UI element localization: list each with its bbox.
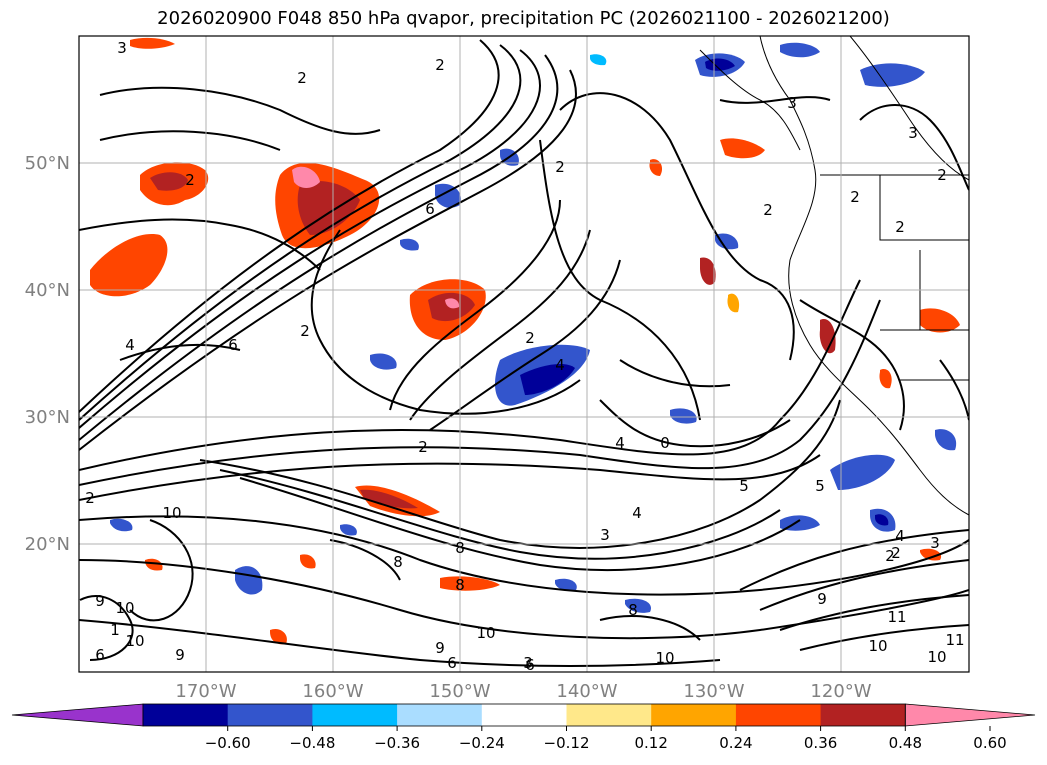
contour-label: 0 — [660, 434, 670, 452]
colorbar-segment — [143, 704, 229, 726]
contour-label: 3 — [787, 94, 797, 112]
colorbar-tick-label: 0.12 — [634, 734, 667, 752]
lat-label-50n: 50°N — [25, 153, 70, 174]
lat-label-20n: 20°N — [25, 534, 70, 555]
contour-label: 4 — [895, 527, 905, 545]
colorbar-tick-label: −0.48 — [289, 734, 335, 752]
contour-label: 10 — [476, 624, 495, 642]
contour-label: 2 — [85, 489, 95, 507]
colorbar-tick-label: 0.36 — [804, 734, 837, 752]
colorbar-segment — [227, 704, 313, 726]
contour-label: 4 — [632, 504, 642, 522]
colorbar-extend-min — [11, 703, 144, 727]
colorbar-tick-label: −0.12 — [544, 734, 590, 752]
precip-positive-fills — [90, 37, 960, 645]
contour-label: 10 — [655, 649, 674, 667]
colorbar-tick-label: −0.60 — [205, 734, 251, 752]
colorbar: −0.60 −0.48 −0.36 −0.24 −0.12 0.12 0.24 0.36 0.4… — [11, 703, 1036, 752]
lon-label-120w: 120°W — [810, 681, 871, 702]
contour-label: 10 — [927, 648, 946, 666]
contour-label: 9 — [435, 639, 445, 657]
colorbar-segment — [481, 704, 567, 726]
colorbar-tick-label: 0.60 — [973, 734, 1006, 752]
contour-label: 9 — [817, 590, 827, 608]
contour-label: 3 — [930, 534, 940, 552]
contour-label: 3 — [523, 654, 533, 672]
lon-label-170w: 170°W — [175, 681, 236, 702]
colorbar-outline — [142, 703, 906, 727]
contour-label: 3 — [117, 39, 127, 57]
contour-label: 11 — [945, 631, 964, 649]
contour-label: 2 — [297, 69, 307, 87]
contour-label: 2 — [418, 438, 428, 456]
contour-label: 2 — [525, 329, 535, 347]
contour-label: 9 — [95, 592, 105, 610]
contour-label: 10 — [868, 637, 887, 655]
longitude-labels: 170°W 160°W 150°W 140°W 130°W 120°W — [175, 681, 871, 702]
contour-label: 2 — [895, 218, 905, 236]
contour-label: 3 — [908, 124, 918, 142]
contour-label: 5 — [815, 477, 825, 495]
colorbar-segment — [397, 704, 483, 726]
contour-label: 8 — [628, 601, 638, 619]
contour-label: 3 — [600, 526, 610, 544]
lon-label-150w: 150°W — [429, 681, 490, 702]
colorbar-segment — [820, 704, 906, 726]
colorbar-extend-max — [904, 703, 1036, 727]
contour-label: 2 — [185, 171, 195, 189]
contour-label: 6 — [447, 654, 457, 672]
colorbar-segment — [651, 704, 737, 726]
colorbar-tick-label: −0.24 — [459, 734, 505, 752]
contour-label: 2 — [885, 547, 895, 565]
contour-label: 10 — [115, 599, 134, 617]
colorbar-tick-label: 0.24 — [719, 734, 752, 752]
latitude-labels: 50°N 40°N 30°N 20°N — [25, 153, 70, 555]
colorbar-segment — [312, 704, 398, 726]
contour-label: 2 — [435, 56, 445, 74]
lat-label-40n: 40°N — [25, 280, 70, 301]
contour-label: 8 — [455, 576, 465, 594]
contour-label: 4 — [125, 336, 135, 354]
map-title: 2026020900 F048 850 hPa qvapor, precipit… — [157, 8, 890, 29]
map-frame — [78, 35, 970, 673]
colorbar-tick-label: 0.48 — [889, 734, 922, 752]
contour-label: 6 — [525, 656, 535, 674]
qvapor-contours — [79, 39, 969, 667]
contour-label: 6 — [425, 200, 435, 218]
contour-label: 6 — [95, 646, 105, 664]
contour-label: 6 — [228, 336, 238, 354]
colorbar-tick-label: −0.36 — [374, 734, 420, 752]
lat-label-30n: 30°N — [25, 407, 70, 428]
contour-label: 10 — [162, 504, 181, 522]
contour-label: 2 — [850, 188, 860, 206]
lon-label-130w: 130°W — [683, 681, 744, 702]
contour-label: 1 — [110, 621, 120, 639]
contour-label: 2 — [300, 322, 310, 340]
contour-label: 10 — [125, 632, 144, 650]
contour-label: 4 — [615, 434, 625, 452]
contour-label: 2 — [891, 544, 901, 562]
contour-label: 8 — [393, 553, 403, 571]
contour-label: 8 — [455, 539, 465, 557]
colorbar-segment — [566, 704, 652, 726]
lon-label-160w: 160°W — [302, 681, 363, 702]
contour-label: 2 — [937, 166, 947, 184]
contour-label: 9 — [175, 646, 185, 664]
gridlines — [79, 36, 969, 672]
contour-label: 5 — [739, 477, 749, 495]
lon-label-140w: 140°W — [556, 681, 617, 702]
contour-label: 11 — [887, 608, 906, 626]
contour-label: 2 — [555, 158, 565, 176]
colorbar-segment — [735, 704, 822, 726]
contour-label: 2 — [763, 201, 773, 219]
contour-label: 4 — [555, 356, 565, 374]
